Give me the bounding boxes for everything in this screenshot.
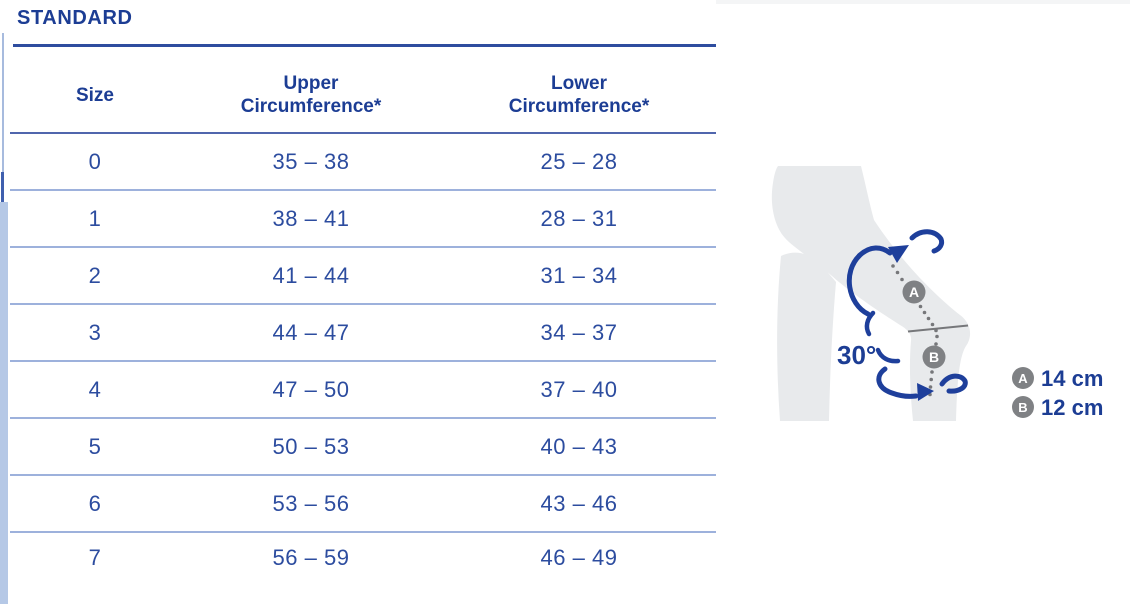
- size-cell: 0: [88, 148, 102, 174]
- size-cell: 7: [88, 545, 102, 570]
- lower-cell: 31 – 34: [540, 262, 618, 288]
- marker-b-badge: B: [922, 345, 946, 369]
- marker-a-badge: A: [902, 280, 926, 304]
- upper-circumference-arrow-icon: [846, 229, 945, 317]
- size-cell: 4: [88, 376, 102, 402]
- svg-text:B: B: [929, 349, 939, 365]
- size-cell: 3: [88, 319, 102, 345]
- lower-cell: 46 – 49: [540, 545, 618, 570]
- lower-circumference-arrow-icon: [876, 366, 968, 399]
- table-row: 6 53 – 56 43 – 46: [10, 476, 716, 533]
- lower-cell: 25 – 28: [540, 148, 618, 174]
- upper-cell: 47 – 50: [272, 376, 350, 402]
- leg-silhouette: [771, 166, 971, 421]
- table-row: 7 56 – 59 46 – 49: [10, 533, 716, 604]
- col-header-size-label: Size: [75, 84, 115, 106]
- size-cell: 1: [88, 205, 102, 231]
- size-cell: 2: [88, 262, 102, 288]
- table-row: 2 41 – 44 31 – 34: [10, 248, 716, 305]
- size-table: 0 35 – 38 25 – 28 1 38 – 41 28 – 31 2 41…: [10, 134, 716, 604]
- knee-measurement-diagram: 30° A B A 14 cm B 12 cm: [771, 166, 1103, 421]
- upper-cell: 50 – 53: [272, 433, 350, 459]
- legend: A 14 cm B 12 cm: [1012, 366, 1103, 420]
- table-row: 3 44 – 47 34 – 37: [10, 305, 716, 362]
- lower-cell: 40 – 43: [540, 433, 618, 459]
- table-row: 0 35 – 38 25 – 28: [10, 134, 716, 191]
- table-row: 4 47 – 50 37 – 40: [10, 362, 716, 419]
- svg-text:14 cm: 14 cm: [1041, 366, 1103, 391]
- svg-text:B: B: [1018, 400, 1027, 415]
- col-header-lower: Lower Circumference*: [442, 58, 716, 132]
- title-rule: [13, 44, 716, 47]
- upper-cell: 53 – 56: [272, 490, 350, 516]
- upper-cell: 41 – 44: [272, 262, 350, 288]
- size-chart-title: STANDARD: [17, 7, 133, 29]
- svg-text:A: A: [909, 284, 919, 300]
- upper-arrowhead-icon: [888, 245, 909, 263]
- col-header-lower-line1: Lower: [551, 73, 607, 94]
- upper-cell: 35 – 38: [272, 148, 350, 174]
- col-header-upper-line2: Circumference*: [240, 96, 382, 117]
- col-header-upper: Upper Circumference*: [180, 58, 442, 132]
- upper-cell: 44 – 47: [272, 319, 350, 345]
- angle-arc-icon: [864, 310, 901, 364]
- lower-arrowhead-icon: [917, 383, 934, 401]
- size-cell: 6: [88, 490, 102, 516]
- col-header-size: Size: [10, 58, 180, 132]
- top-right-edge: [716, 0, 1130, 4]
- lower-cell: 43 – 46: [540, 490, 618, 516]
- angle-label: 30°: [837, 340, 876, 370]
- left-page-edge-strip: [0, 202, 8, 604]
- upper-cell: 38 – 41: [272, 205, 350, 231]
- col-header-upper-line1: Upper: [283, 73, 339, 94]
- standing-leg-silhouette: [777, 252, 836, 421]
- legend-item-a: A 14 cm: [1012, 366, 1103, 391]
- left-page-edge-line: [2, 33, 4, 172]
- lower-cell: 34 – 37: [540, 319, 618, 345]
- table-row: 5 50 – 53 40 – 43: [10, 419, 716, 476]
- thigh-dotted-line: [891, 264, 938, 333]
- size-cell: 5: [88, 433, 102, 459]
- svg-text:A: A: [1018, 371, 1028, 386]
- upper-cell: 56 – 59: [272, 545, 350, 570]
- left-page-edge-dark-segment: [1, 172, 4, 202]
- svg-text:12 cm: 12 cm: [1041, 395, 1103, 420]
- lower-cell: 28 – 31: [540, 205, 618, 231]
- lower-cell: 37 – 40: [540, 376, 618, 402]
- knee-crease-line: [907, 324, 969, 333]
- col-header-lower-line2: Circumference*: [508, 96, 650, 117]
- header-rule: [10, 132, 716, 134]
- legend-item-b: B 12 cm: [1012, 395, 1103, 420]
- table-row: 1 38 – 41 28 – 31: [10, 191, 716, 248]
- table-header-row: Size Upper Circumference* Lower Circumfe…: [10, 58, 716, 132]
